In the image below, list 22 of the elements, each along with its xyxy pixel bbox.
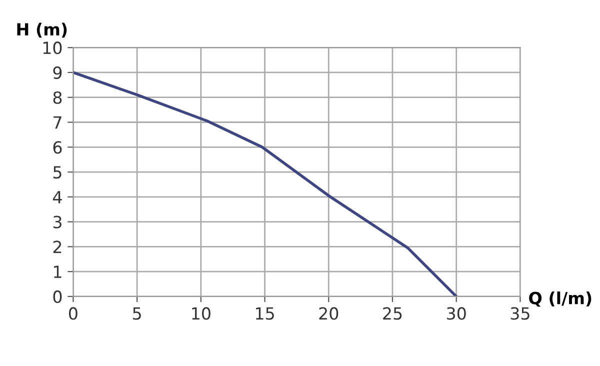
line-series [73,71,458,296]
y-tick-label: 1 [54,266,62,278]
y-axis-title: H (m) [17,22,67,38]
y-tick-label: 8 [53,91,62,104]
y-tick-label: 7 [54,116,62,129]
y-tick-label: 9 [53,66,62,80]
x-tick-label: 5 [133,307,141,320]
x-tick-label: 35 [510,307,530,320]
y-tick-label: 2 [53,240,62,254]
x-tick-label: 15 [256,307,274,320]
x-tick-label: 30 [447,307,466,320]
x-axis-title: Q (l/m) [529,291,592,307]
y-tick-label: 5 [53,166,62,179]
x-tick-label: 10 [192,307,210,320]
y-tick-label: 10 [43,42,62,54]
y-tick-label: 0 [53,290,62,304]
y-tick-label: 6 [53,141,62,154]
x-tick-label: 0 [68,307,78,320]
y-tick-label: 3 [53,216,62,228]
y-tick-label: 4 [52,191,62,204]
x-tick-label: 25 [383,307,402,320]
x-tick-label: 20 [319,307,338,320]
